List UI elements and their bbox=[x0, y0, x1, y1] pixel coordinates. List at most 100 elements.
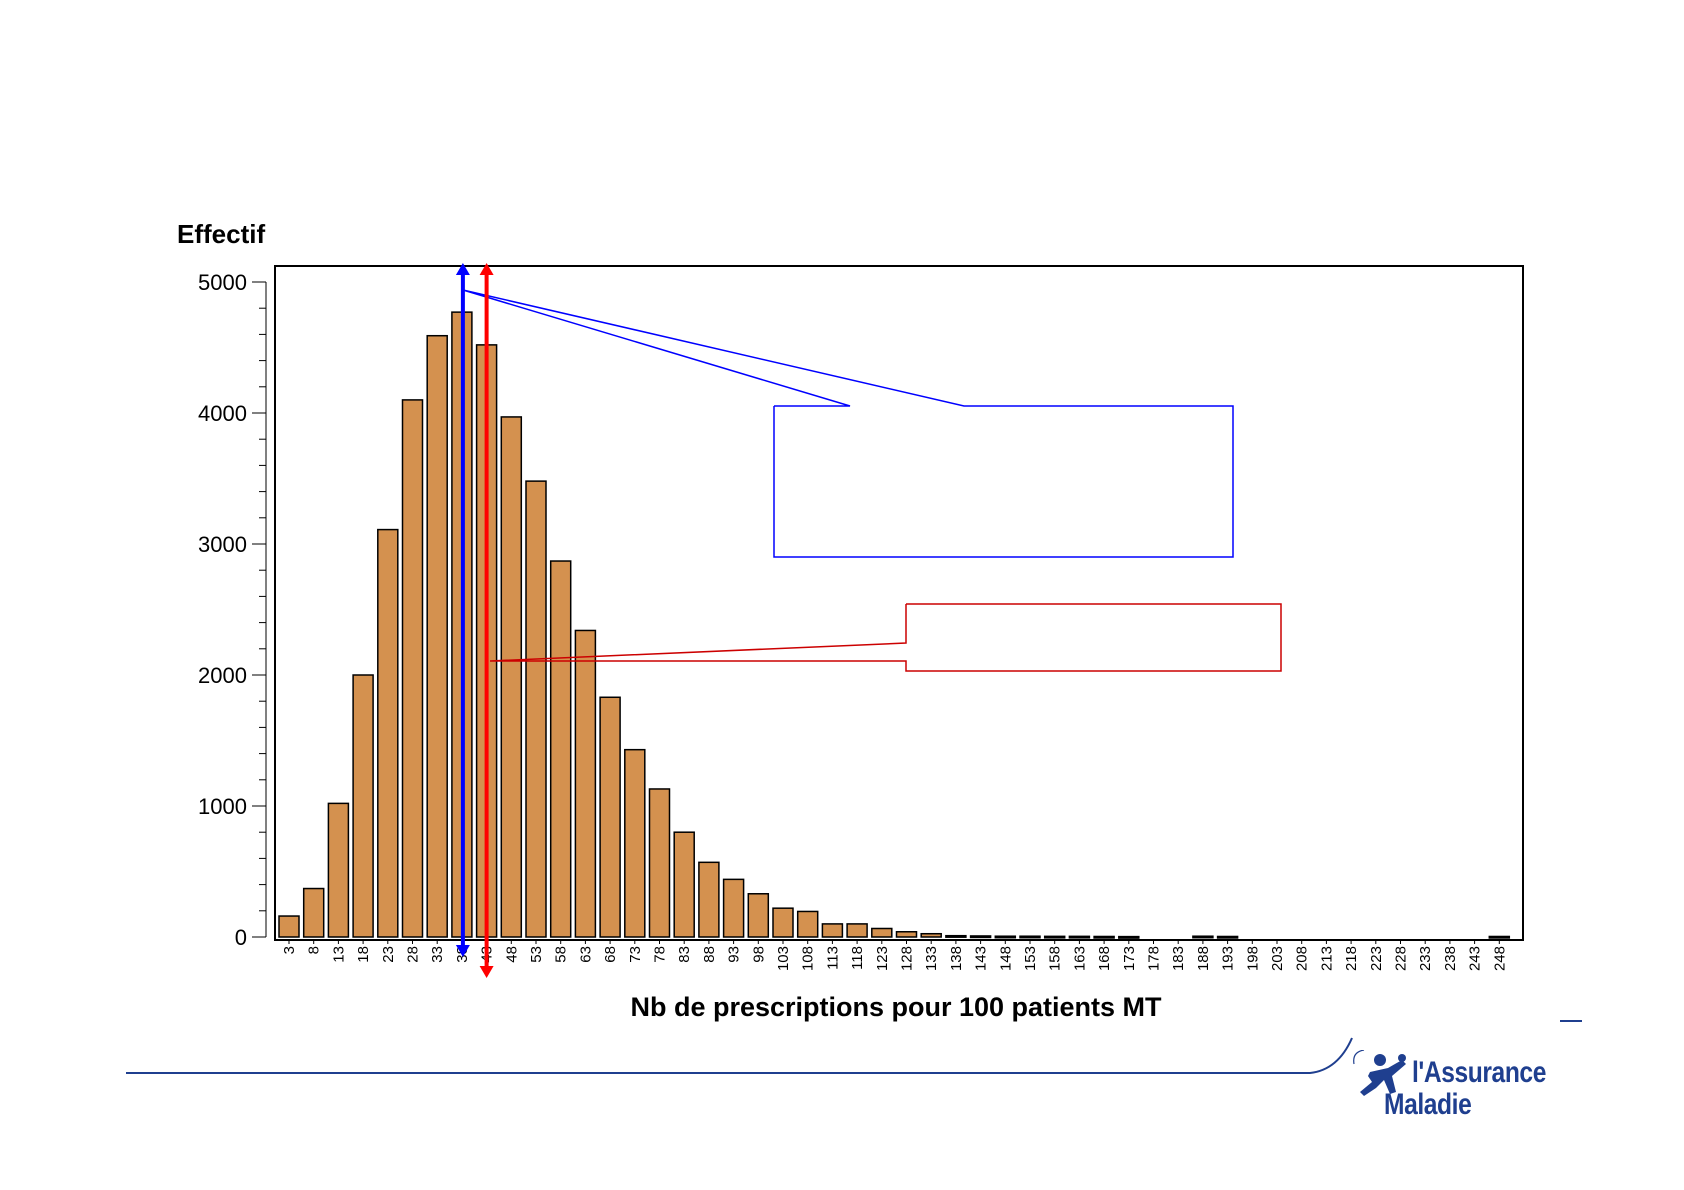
x-tick-label-18: 18 bbox=[355, 946, 372, 963]
bar-188 bbox=[1192, 935, 1214, 939]
x-tick-label-153: 153 bbox=[1022, 946, 1039, 971]
bar-78 bbox=[648, 788, 671, 938]
bar-3 bbox=[278, 915, 300, 938]
bar-23 bbox=[377, 528, 399, 938]
bar-83 bbox=[673, 831, 695, 938]
bar-158 bbox=[1043, 935, 1066, 939]
x-tick-label-98: 98 bbox=[750, 946, 767, 963]
assurance-maladie-logo: l'Assurance Maladie bbox=[1340, 1030, 1580, 1150]
x-tick-label-228: 228 bbox=[1393, 946, 1410, 971]
x-tick-label-128: 128 bbox=[899, 946, 916, 971]
x-tick-label-198: 198 bbox=[1244, 946, 1261, 971]
bar-53 bbox=[525, 480, 547, 938]
bar-58 bbox=[549, 560, 572, 938]
x-tick-label-138: 138 bbox=[948, 946, 965, 971]
x-tick-label-113: 113 bbox=[824, 946, 841, 970]
bar-13 bbox=[327, 802, 350, 938]
bar-133 bbox=[920, 932, 942, 938]
y-axis: 0 1000 2000 3000 4000 5000 bbox=[198, 270, 267, 950]
bar-113 bbox=[821, 923, 844, 938]
x-tick-label-133: 133 bbox=[923, 946, 940, 971]
x-tick-label-223: 223 bbox=[1368, 946, 1385, 971]
x-tick-label-33: 33 bbox=[429, 946, 446, 963]
bar-93 bbox=[722, 878, 745, 938]
y-axis-title: Effectif bbox=[177, 219, 265, 249]
bar-73 bbox=[624, 748, 646, 938]
bar-248 bbox=[1488, 935, 1511, 939]
x-tick-label-213: 213 bbox=[1318, 946, 1335, 971]
x-tick-label-248: 248 bbox=[1491, 946, 1508, 971]
marker-arrow-43 bbox=[479, 263, 494, 978]
x-tick-label-3: 3 bbox=[281, 946, 298, 954]
bar-48 bbox=[500, 416, 523, 938]
x-tick-label-83: 83 bbox=[676, 946, 693, 963]
x-tick-label-238: 238 bbox=[1442, 946, 1459, 971]
y-tick-label: 4000 bbox=[198, 401, 247, 426]
y-tick-label: 1000 bbox=[198, 794, 247, 819]
x-tick-label-48: 48 bbox=[503, 946, 520, 963]
x-tick-label-58: 58 bbox=[553, 946, 570, 963]
x-tick-label-188: 188 bbox=[1195, 946, 1212, 971]
x-tick-label-173: 173 bbox=[1121, 946, 1138, 971]
x-tick-label-93: 93 bbox=[726, 946, 743, 963]
y-tick-label: 2000 bbox=[198, 663, 247, 688]
blue-callout-box bbox=[462, 289, 1234, 558]
bar-128 bbox=[895, 931, 918, 938]
bar-63 bbox=[574, 629, 597, 938]
x-tick-label-203: 203 bbox=[1269, 946, 1286, 971]
x-tick-label-78: 78 bbox=[652, 946, 669, 963]
x-tick-label-193: 193 bbox=[1220, 946, 1237, 971]
bar-168 bbox=[1093, 935, 1115, 939]
x-tick-label-123: 123 bbox=[874, 946, 891, 971]
x-tick-label-183: 183 bbox=[1170, 946, 1187, 971]
runner-figure-icon bbox=[1353, 1050, 1406, 1096]
x-tick-label-53: 53 bbox=[528, 946, 545, 963]
bar-series bbox=[278, 311, 1511, 939]
logo-text-assurance: l'Assurance bbox=[1412, 1056, 1546, 1089]
bar-138 bbox=[945, 934, 967, 938]
x-tick-label-73: 73 bbox=[627, 946, 644, 963]
x-tick-label-243: 243 bbox=[1467, 946, 1484, 971]
x-tick-label-63: 63 bbox=[577, 946, 594, 963]
x-tick-label-163: 163 bbox=[1071, 946, 1088, 971]
x-tick-label-118: 118 bbox=[849, 946, 866, 970]
y-tick-label: 3000 bbox=[198, 532, 247, 557]
x-tick-label-68: 68 bbox=[602, 946, 619, 963]
y-tick-label: 5000 bbox=[198, 270, 247, 295]
bar-163 bbox=[1068, 935, 1091, 939]
bar-148 bbox=[994, 935, 1017, 939]
bar-118 bbox=[846, 923, 868, 938]
bar-108 bbox=[796, 910, 819, 938]
x-tick-label-233: 233 bbox=[1417, 946, 1434, 971]
logo-text-maladie: Maladie bbox=[1384, 1088, 1472, 1121]
y-tick-label: 0 bbox=[235, 925, 247, 950]
x-tick-label-168: 168 bbox=[1096, 946, 1113, 971]
bar-103 bbox=[772, 907, 794, 938]
x-tick-label-88: 88 bbox=[701, 946, 718, 963]
bar-153 bbox=[1019, 935, 1041, 939]
plot-frame bbox=[274, 265, 1524, 941]
x-axis: 3813182328333843485358636873788388939810… bbox=[281, 940, 1508, 971]
x-tick-label-148: 148 bbox=[997, 946, 1014, 971]
bar-143 bbox=[969, 935, 992, 939]
bar-33 bbox=[426, 334, 448, 938]
red-callout-box bbox=[489, 603, 1282, 672]
x-tick-label-8: 8 bbox=[306, 946, 323, 954]
bar-18 bbox=[352, 674, 374, 938]
red-callout bbox=[489, 603, 1282, 672]
bar-123 bbox=[871, 927, 893, 938]
x-tick-label-208: 208 bbox=[1294, 946, 1311, 971]
bar-173 bbox=[1118, 935, 1140, 939]
blue-callout bbox=[462, 289, 1234, 558]
bar-88 bbox=[698, 861, 720, 938]
bar-8 bbox=[302, 887, 325, 938]
bar-193 bbox=[1216, 935, 1239, 939]
footer-rule bbox=[126, 1037, 1353, 1074]
marker-arrow-38 bbox=[455, 263, 470, 957]
x-tick-label-23: 23 bbox=[380, 946, 397, 963]
x-tick-label-103: 103 bbox=[775, 946, 792, 971]
x-axis-title: Nb de prescriptions pour 100 patients MT bbox=[630, 992, 1162, 1022]
x-tick-label-13: 13 bbox=[330, 946, 347, 963]
x-tick-label-28: 28 bbox=[405, 946, 422, 963]
